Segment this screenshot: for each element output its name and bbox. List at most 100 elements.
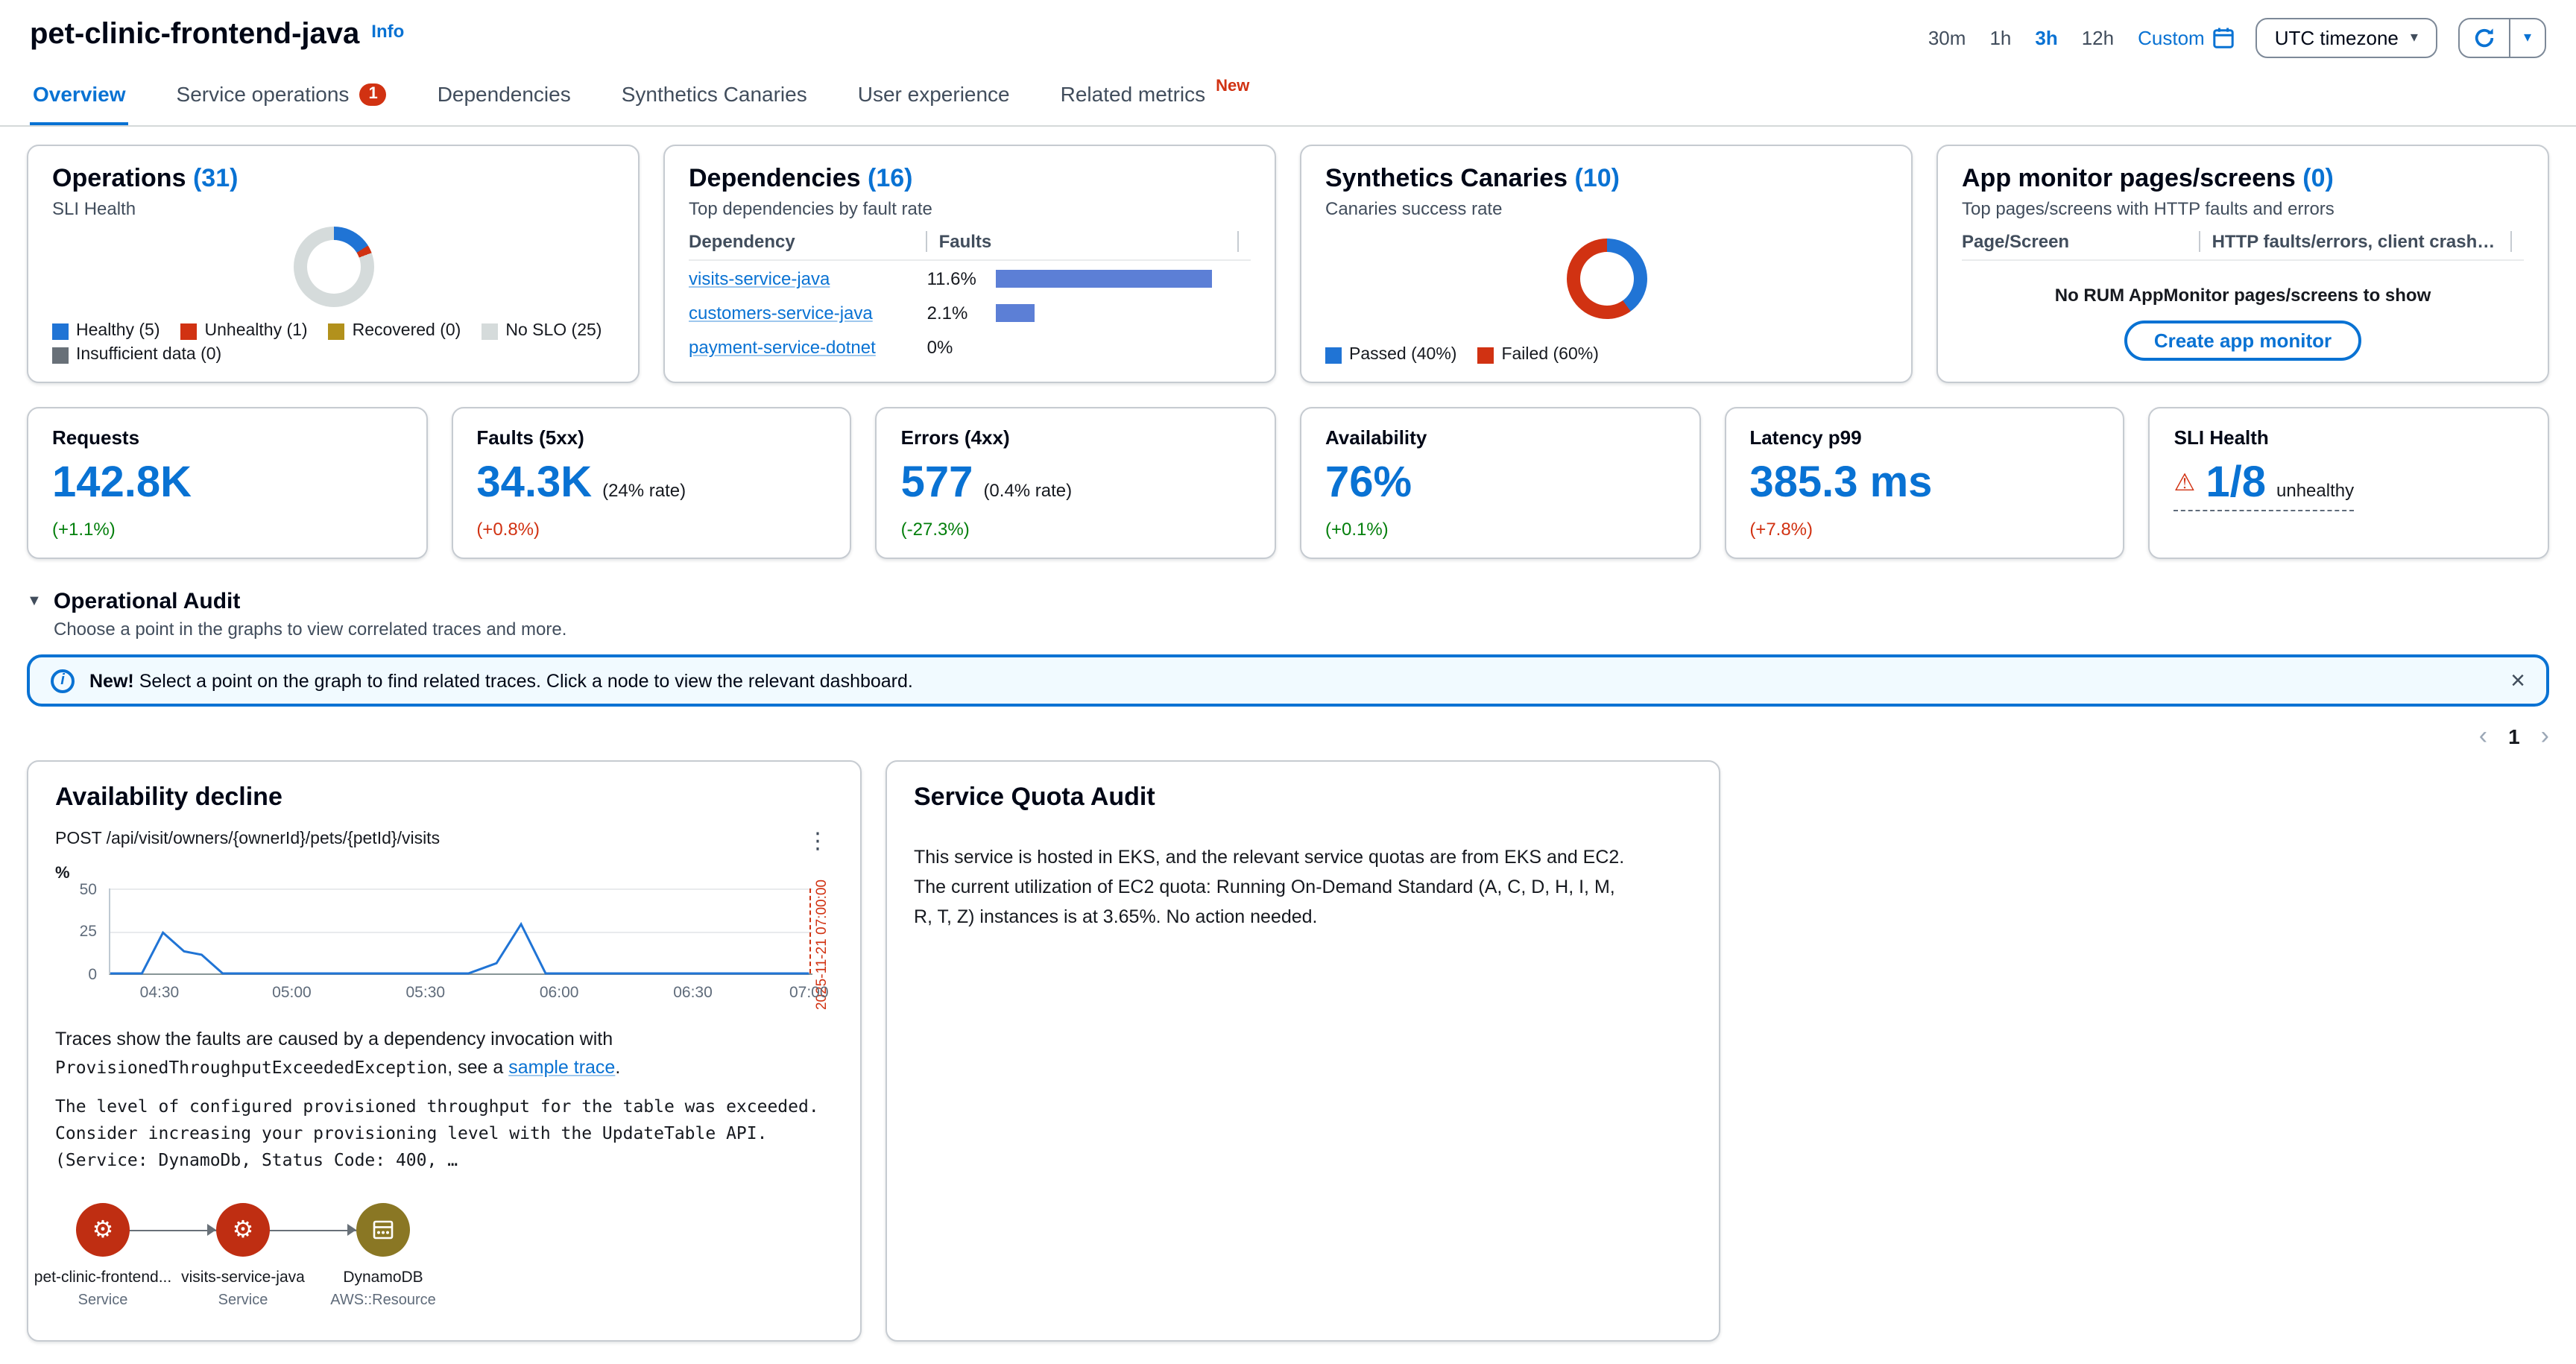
dependencies-count-link[interactable]: (16) <box>868 164 913 192</box>
legend-item: Unhealthy (1) <box>180 322 308 340</box>
range-custom[interactable]: Custom <box>2138 27 2235 49</box>
metric-value: 34.3K <box>476 459 593 507</box>
y-tick-label: 0 <box>88 966 97 985</box>
next-page-button[interactable]: › <box>2540 722 2549 751</box>
fault-rate-bar <box>995 270 1212 288</box>
metric-delta: (-27.3%) <box>900 519 970 540</box>
page-number[interactable]: 1 <box>2508 724 2520 749</box>
refresh-options-button[interactable]: ▾ <box>2508 19 2545 57</box>
service-quota-audit-card: Service Quota Audit This service is host… <box>886 760 1720 1342</box>
column-header-page-screen[interactable]: Page/Screen <box>1962 231 2070 252</box>
dependency-link[interactable]: customers-service-java <box>689 303 873 323</box>
tab-overview[interactable]: Overview <box>30 70 129 125</box>
x-axis: 04:30 05:00 05:30 06:00 06:30 07:00 <box>109 982 829 1005</box>
metric-value: 577 <box>900 459 973 507</box>
legend-item: Passed (40%) <box>1325 346 1456 364</box>
range-30m[interactable]: 30m <box>1928 27 1966 49</box>
previous-page-button[interactable]: ‹ <box>2478 722 2488 751</box>
refresh-button[interactable] <box>2460 19 2509 57</box>
table-row: customers-service-java 2.1% <box>689 295 1251 329</box>
availability-line-chart[interactable]: % 50 25 0 2025-11-21 07:00:00 <box>55 865 830 1010</box>
availability-decline-card: Availability decline POST /api/visit/own… <box>27 760 862 1342</box>
chevron-down-icon: ▾ <box>2523 30 2531 46</box>
metric-delta: (+7.8%) <box>1749 519 1813 540</box>
gridline <box>110 888 812 891</box>
refresh-icon <box>2475 28 2494 48</box>
node-label: visits-service-java <box>181 1269 305 1287</box>
synthetics-card-title: Synthetics Canaries (10) <box>1325 164 1620 192</box>
dependency-link[interactable]: visits-service-java <box>689 268 830 289</box>
range-3h[interactable]: 3h <box>2035 27 2058 49</box>
availability-metric-card: Availability 76% (+0.1%) <box>1299 407 1701 560</box>
column-divider <box>925 231 927 252</box>
service-map: ⚙ pet-clinic-frontend... Service ⚙ visit… <box>34 1203 833 1320</box>
requests-metric-card: Requests 142.8K (+1.1%) <box>27 407 428 560</box>
card-title: Availability decline <box>55 783 282 812</box>
app-monitor-card: App monitor pages/screens (0) Top pages/… <box>1936 145 2549 383</box>
empty-state-message: No RUM AppMonitor pages/screens to show <box>2054 285 2431 306</box>
operations-subtitle: SLI Health <box>52 198 136 219</box>
tab-synthetics-canaries[interactable]: Synthetics Canaries <box>621 82 807 106</box>
close-icon[interactable]: × <box>2510 666 2525 695</box>
x-tick-label: 06:00 <box>539 984 579 1003</box>
range-12h[interactable]: 12h <box>2081 27 2115 49</box>
calendar-icon <box>2213 28 2234 48</box>
column-header-dependency[interactable]: Dependency <box>689 231 795 252</box>
latency-metric-card: Latency p99 385.3 ms (+7.8%) <box>1724 407 2125 560</box>
dependency-link[interactable]: payment-service-dotnet <box>689 337 876 358</box>
synthetics-subtitle: Canaries success rate <box>1325 198 1503 219</box>
metric-delta: (+1.1%) <box>52 519 116 540</box>
app-monitor-card-title: App monitor pages/screens (0) <box>1962 164 2334 192</box>
node-label: pet-clinic-frontend... <box>34 1269 172 1287</box>
gear-icon: ⚙ <box>92 1218 114 1244</box>
kebab-menu-icon[interactable]: ⋮ <box>806 829 829 855</box>
sli-health-value[interactable]: ⚠ 1/8 unhealthy <box>2174 460 2355 512</box>
time-range-group: 30m 1h 3h 12h Custom <box>1928 27 2235 49</box>
tab-service-operations[interactable]: Service operations 1 <box>174 70 390 125</box>
synthetics-count-link[interactable]: (10) <box>1574 164 1620 192</box>
column-divider <box>1237 231 1239 252</box>
node-label: DynamoDB <box>343 1269 423 1287</box>
section-title: Operational Audit <box>53 589 241 615</box>
chevron-down-icon: ▾ <box>2410 30 2418 46</box>
quota-audit-text: This service is hosted in EKS, and the r… <box>914 847 1625 928</box>
info-link[interactable]: Info <box>371 21 405 42</box>
sli-health-metric-card: SLI Health ⚠ 1/8 unhealthy <box>2148 407 2549 560</box>
metric-rate: (24% rate) <box>602 480 686 501</box>
column-divider <box>2198 231 2200 252</box>
dependencies-table-header: Dependency Faults <box>689 231 1251 261</box>
operations-card: Operations (31) SLI Health Healthy (5) U… <box>27 145 640 383</box>
chart-title: POST /api/visit/owners/{ownerId}/pets/{p… <box>55 830 441 849</box>
tab-related-metrics[interactable]: Related metrics New <box>1060 78 1250 106</box>
tab-dependencies[interactable]: Dependencies <box>437 82 571 106</box>
metric-value: 142.8K <box>52 459 192 507</box>
column-header-http-faults[interactable]: HTTP faults/errors, client crashes/error… <box>2212 231 2498 252</box>
create-app-monitor-button[interactable]: Create app monitor <box>2124 321 2362 361</box>
service-node: ⚙ visits-service-java Service <box>181 1203 305 1310</box>
exception-message: The level of configured provisioned thro… <box>55 1095 819 1170</box>
edge-arrow <box>130 1204 216 1257</box>
faults-metric-card: Faults (5xx) 34.3K (24% rate) (+0.8%) <box>451 407 852 560</box>
app-monitor-subtitle: Top pages/screens with HTTP faults and e… <box>1962 198 2334 219</box>
x-tick-label: 04:30 <box>139 984 180 1003</box>
synthetics-canaries-card: Synthetics Canaries (10) Canaries succes… <box>1300 145 1913 383</box>
refresh-split-button: ▾ <box>2457 18 2546 58</box>
service-node-pet-clinic-frontend[interactable]: ⚙ <box>76 1203 130 1257</box>
range-1h[interactable]: 1h <box>1989 27 2012 49</box>
operations-count-link[interactable]: (31) <box>192 164 239 192</box>
column-header-faults[interactable]: Faults <box>938 231 992 252</box>
page-title: pet-clinic-frontend-java <box>30 18 360 51</box>
sample-trace-link[interactable]: sample trace <box>508 1057 616 1079</box>
gear-icon: ⚙ <box>232 1218 254 1244</box>
legend-item: Recovered (0) <box>328 322 461 340</box>
tab-user-experience[interactable]: User experience <box>857 82 1010 106</box>
timezone-select[interactable]: UTC timezone ▾ <box>2255 18 2437 58</box>
service-node-visits-service-java[interactable]: ⚙ <box>216 1203 270 1257</box>
top-bar: pet-clinic-frontend-java Info 30m 1h 3h … <box>0 0 2576 64</box>
operations-donut-chart <box>293 226 373 306</box>
card-title: Service Quota Audit <box>914 783 1155 812</box>
resource-node-dynamodb[interactable] <box>356 1203 410 1257</box>
edge-arrow <box>270 1204 356 1257</box>
operational-audit-toggle[interactable]: ▼ Operational Audit <box>27 590 2549 615</box>
app-monitor-count-link[interactable]: (0) <box>2302 164 2334 192</box>
